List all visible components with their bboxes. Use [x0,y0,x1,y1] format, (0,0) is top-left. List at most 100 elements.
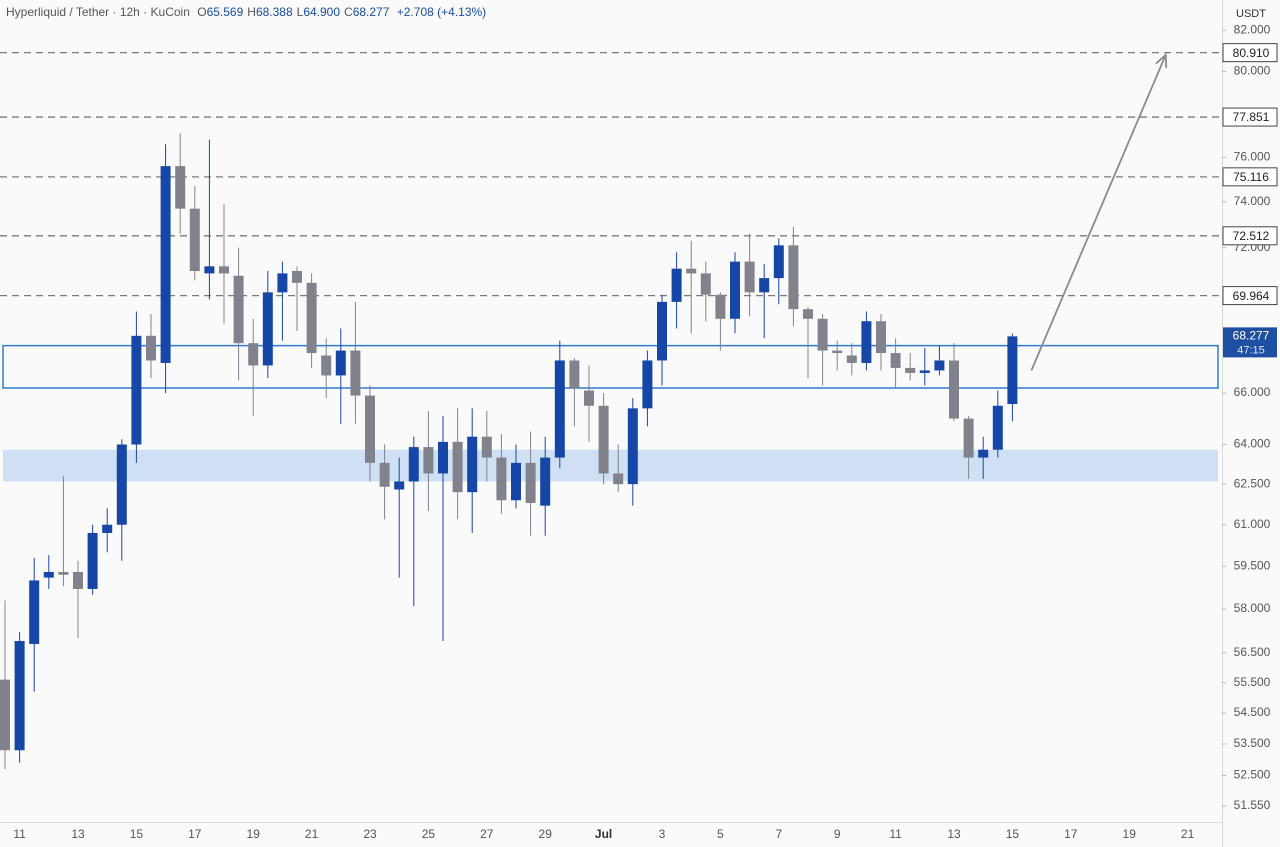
candle-body [379,462,390,487]
candle-body [189,208,200,272]
candle-body [730,261,740,319]
level-label: 69.964 [1233,289,1270,303]
y-tick-label: 62.500 [1234,476,1271,490]
candle-body [978,449,989,458]
y-tick-label: 54.500 [1234,705,1271,719]
zone-fill [3,449,1218,482]
candle-body [890,353,901,368]
candle-body [219,266,229,274]
candle-body [657,301,667,361]
candle-body [14,641,25,751]
x-tick-label: 21 [305,827,319,841]
candle-body [846,355,857,363]
candle-body [0,679,10,751]
current-price-box [1223,327,1277,358]
candle-body [584,390,594,406]
x-tick-label: 15 [1006,827,1020,841]
x-tick-label: 25 [422,827,436,841]
level-label: 72.512 [1233,229,1270,243]
y-tick-label: 80.000 [1234,64,1271,78]
candle-body [292,271,302,283]
x-tick-label: 17 [1064,827,1078,841]
y-tick-label: 58.000 [1234,601,1271,615]
candle-body [73,571,83,589]
candle-body [773,245,784,279]
y-tick-label: 56.500 [1234,645,1271,659]
arrow-head [1155,52,1168,68]
x-tick-label: 17 [188,827,202,841]
candle-body [876,321,886,354]
candle-body [467,436,478,493]
x-tick-label: 21 [1181,827,1195,841]
x-tick-label: 19 [247,827,261,841]
candle-body [1007,336,1018,405]
candle-body [525,462,536,503]
arrow-line [1030,54,1167,371]
candle-body [496,457,507,501]
x-tick-label: 7 [775,827,782,841]
zone-outline [2,344,1219,389]
x-tick-label: 15 [130,827,144,841]
candle-body [569,360,580,389]
candle-body [700,273,711,295]
y-tick-label: 53.500 [1234,736,1271,750]
candle-body [131,335,142,445]
candle-body [715,294,726,319]
candle-body [423,447,434,474]
y-tick-label: 66.000 [1234,385,1271,399]
candle-body [321,355,332,376]
candle-body [248,343,259,366]
candle-body [992,405,1003,450]
candle-body [233,275,244,344]
candle-body [803,309,813,319]
candle-body [452,441,463,493]
candle-body [43,571,54,578]
symbol-title: Hyperliquid / Tether · 12h · KuCoin [6,5,190,19]
level-label: 77.851 [1233,110,1270,124]
level-label-box [1222,286,1278,306]
y-tick-label: 76.000 [1234,149,1271,163]
ohlc-value: 68.277 [352,5,390,19]
ohlc-value: 64.900 [303,5,341,19]
candle-body [116,444,127,525]
candle-body [262,292,273,366]
x-tick-label: 27 [480,827,494,841]
candle-body [146,335,156,361]
level-label-box [1222,43,1278,63]
y-tick-label: 51.550 [1234,798,1271,812]
candle-body [511,462,521,501]
candle-body [934,360,945,371]
candle-body [394,481,405,490]
candle-body [861,321,872,363]
level-label: 80.910 [1233,46,1270,60]
candle-body [949,360,959,419]
x-tick-label: 3 [659,827,666,841]
candle-body [759,278,770,293]
candle-body [204,266,215,274]
candle-body [627,408,638,485]
candle-body [277,273,288,293]
candle-body [408,447,419,482]
candle-body [175,166,186,209]
y-tick-label: 61.000 [1234,517,1271,531]
y-tick-label: 55.500 [1234,675,1271,689]
candle-body [58,571,69,575]
x-tick-label: 19 [1123,827,1137,841]
level-label: 75.116 [1233,170,1269,184]
level-label-box [1222,226,1278,246]
x-tick-label: 11 [13,827,26,841]
x-tick-label: Jul [595,827,612,841]
ohlc-key: O [197,5,207,19]
candle-body [102,524,113,533]
countdown-label: 47:15 [1237,344,1265,356]
candle-body [642,360,653,409]
x-tick-label: 5 [717,827,724,841]
y-tick-label: 74.000 [1234,194,1271,208]
x-tick-label: 23 [363,827,377,841]
candle-body [481,436,492,458]
candle-body [919,370,930,373]
chart-header: Hyperliquid / Tether · 12h · KuCoin O65.… [6,5,486,19]
candle-body [613,473,624,485]
